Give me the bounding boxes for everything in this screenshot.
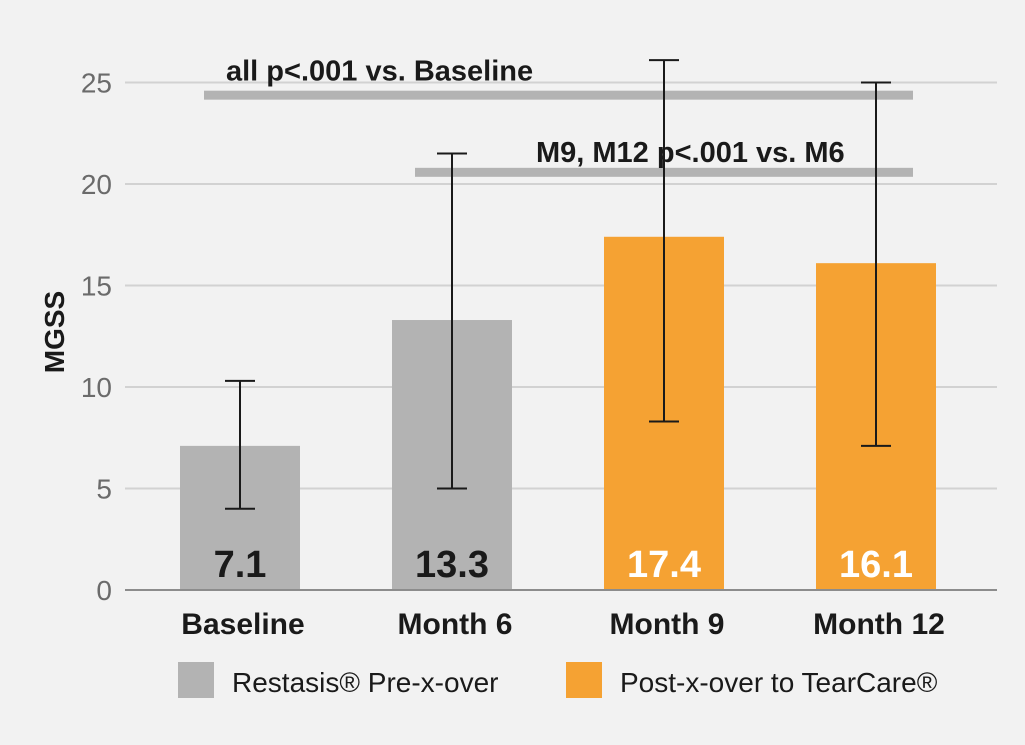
annotations: all p<.001 vs. Baseline M9, M12 p<.001 vs… — [204, 56, 913, 177]
x-category-label: Month 9 — [610, 608, 725, 641]
annotation-text: M9, M12 p<.001 vs. M6 — [536, 137, 845, 169]
bar-value-label: 13.3 — [415, 544, 489, 586]
y-axis-ticks: 0 5 10 15 20 25 — [81, 68, 112, 607]
annotation-bar — [204, 90, 913, 100]
x-category-label: Month 6 — [398, 608, 513, 641]
bar-value-label: 7.1 — [214, 544, 267, 586]
y-tick-label: 25 — [81, 68, 112, 99]
y-axis-label: MGSS — [39, 291, 70, 373]
annotation-text: all p<.001 vs. Baseline — [226, 56, 533, 88]
value-labels: 7.1 13.3 17.4 16.1 — [214, 544, 913, 586]
bars — [180, 236, 936, 590]
x-category-label: Baseline — [181, 608, 304, 641]
bar-value-label: 16.1 — [839, 544, 913, 586]
bar-value-label: 17.4 — [627, 544, 701, 586]
x-category-label: Month 12 — [813, 608, 945, 641]
legend-label: Post-x-over to TearCare® — [620, 667, 938, 698]
legend-swatch — [566, 662, 602, 698]
y-tick-label: 15 — [81, 271, 112, 302]
legend-swatch — [178, 662, 214, 698]
y-tick-label: 5 — [96, 474, 112, 505]
y-tick-label: 10 — [81, 372, 112, 403]
y-tick-label: 0 — [96, 575, 112, 606]
x-axis-categories: Baseline Month 6 Month 9 Month 12 — [181, 608, 945, 641]
legend-label: Restasis® Pre-x-over — [232, 667, 498, 698]
error-bars — [225, 59, 891, 510]
y-tick-label: 20 — [81, 169, 112, 200]
legend: Restasis® Pre-x-over Post-x-over to TearC… — [178, 662, 938, 698]
